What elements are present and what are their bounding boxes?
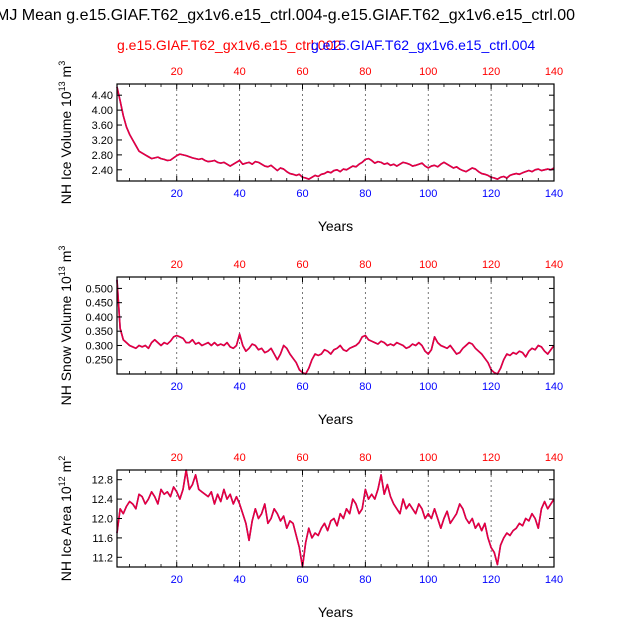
y-axis-label-part: 13 <box>57 266 67 276</box>
figure-title: MJ Mean g.e15.GIAF.T62_gx1v6.e15_ctrl.00… <box>0 7 575 24</box>
x-tick-label-top: 40 <box>233 259 245 271</box>
x-tick-label-top: 80 <box>359 66 371 78</box>
panel-3: 11.2 11.6 12.0 12.4 12.8 20 40 60 80 100 120 140 20 4… <box>57 452 563 618</box>
y-axis-label-part: m <box>58 461 74 477</box>
series-line-blue <box>116 279 555 375</box>
y-axis-label-part: 12 <box>57 476 67 486</box>
x-tick-label-bottom: 140 <box>545 574 563 586</box>
x-tick-label-bottom: 20 <box>171 574 183 586</box>
y-axis-label-part: NH Ice Volume 10 <box>58 91 74 204</box>
x-tick-label-bottom: 100 <box>419 381 437 393</box>
x-tick-label-bottom: 40 <box>233 188 245 200</box>
plot-frame <box>116 469 555 568</box>
y-tick-label: 0.500 <box>85 283 113 295</box>
x-tick-label-top: 20 <box>171 452 183 464</box>
y-tick-label: 0.450 <box>85 298 113 310</box>
x-tick-label-top: 40 <box>233 452 245 464</box>
y-axis-label: NH Snow Volume 1013 m3 <box>57 246 74 406</box>
x-tick-label-top: 60 <box>296 66 308 78</box>
plot-frame <box>116 83 555 182</box>
y-axis-label-part: NH Snow Volume 10 <box>58 276 74 405</box>
y-axis-label: NH Ice Area 1012 m2 <box>57 456 74 582</box>
plot-frame <box>116 276 555 375</box>
panel-2: 0.250 0.300 0.350 0.400 0.450 0.500 20 40 60 80 10… <box>57 246 563 427</box>
x-axis-label: Years <box>318 604 353 618</box>
y-tick-label: 0.400 <box>85 312 113 324</box>
x-tick-label-top: 140 <box>545 259 563 271</box>
x-tick-label-top: 100 <box>419 66 437 78</box>
x-tick-label-top: 60 <box>296 452 308 464</box>
y-tick-label: 12.0 <box>92 514 113 526</box>
y-tick-label: 2.40 <box>92 165 113 177</box>
x-tick-label-bottom: 140 <box>545 188 563 200</box>
x-tick-label-bottom: 60 <box>296 574 308 586</box>
x-tick-label-top: 140 <box>545 66 563 78</box>
x-tick-label-top: 60 <box>296 259 308 271</box>
x-tick-label-top: 20 <box>171 66 183 78</box>
y-tick-label: 0.300 <box>85 340 113 352</box>
x-axis-label: Years <box>318 411 353 427</box>
x-tick-label-bottom: 120 <box>482 381 500 393</box>
x-tick-label-top: 140 <box>545 452 563 464</box>
subtitle-blue-case: g.e15.GIAF.T62_gx1v6.e15_ctrl.004 <box>311 37 536 53</box>
x-tick-label-bottom: 60 <box>296 188 308 200</box>
x-tick-label-bottom: 20 <box>171 188 183 200</box>
y-tick-label: 2.80 <box>92 150 113 162</box>
x-tick-label-bottom: 140 <box>545 381 563 393</box>
x-tick-label-bottom: 40 <box>233 381 245 393</box>
series-line-red <box>116 469 555 568</box>
x-tick-label-top: 120 <box>482 259 500 271</box>
y-tick-label: 0.350 <box>85 326 113 338</box>
y-tick-label: 12.8 <box>92 475 113 487</box>
y-tick-label: 11.6 <box>92 533 113 545</box>
y-axis-label: NH Ice Volume 1013 m3 <box>57 61 74 204</box>
y-tick-label: 3.20 <box>92 135 113 147</box>
x-tick-label-top: 100 <box>419 259 437 271</box>
y-axis-label-part: NH Ice Area 10 <box>58 486 74 581</box>
y-tick-label: 3.60 <box>92 120 113 132</box>
y-axis-label-part: m <box>58 251 74 267</box>
x-tick-label-top: 80 <box>359 452 371 464</box>
y-tick-label: 4.40 <box>92 90 113 102</box>
y-axis-label-part: m <box>58 66 74 82</box>
x-tick-label-bottom: 120 <box>482 574 500 586</box>
x-tick-label-top: 40 <box>233 66 245 78</box>
x-tick-label-bottom: 60 <box>296 381 308 393</box>
x-tick-label-bottom: 80 <box>359 574 371 586</box>
x-tick-label-bottom: 80 <box>359 188 371 200</box>
y-axis-label-part: 2 <box>57 456 67 461</box>
y-tick-label: 12.4 <box>92 494 113 506</box>
x-tick-label-top: 20 <box>171 259 183 271</box>
x-axis-label: Years <box>318 218 353 234</box>
x-tick-label-bottom: 80 <box>359 381 371 393</box>
x-tick-label-top: 120 <box>482 452 500 464</box>
x-tick-label-top: 80 <box>359 259 371 271</box>
y-axis-label-part: 13 <box>57 81 67 91</box>
series-line-red <box>116 279 555 375</box>
y-tick-label: 4.00 <box>92 105 113 117</box>
series-line-blue <box>116 469 555 568</box>
x-tick-label-bottom: 20 <box>171 381 183 393</box>
x-tick-label-bottom: 120 <box>482 188 500 200</box>
x-tick-label-bottom: 40 <box>233 574 245 586</box>
y-tick-label: 0.250 <box>85 355 113 367</box>
series-line-red <box>116 86 555 180</box>
y-tick-label: 11.2 <box>92 552 113 564</box>
subtitle-red-case: g.e15.GIAF.T62_gx1v6.e15_ctrl.002 <box>117 37 342 53</box>
x-tick-label-bottom: 100 <box>419 574 437 586</box>
x-tick-label-top: 100 <box>419 452 437 464</box>
series-line-blue <box>116 86 555 180</box>
panel-1: 2.40 2.80 3.20 3.60 4.00 4.40 20 40 60 80 100 120 14… <box>57 61 563 234</box>
x-tick-label-top: 120 <box>482 66 500 78</box>
y-axis-label-part: 3 <box>57 61 67 66</box>
x-tick-label-bottom: 100 <box>419 188 437 200</box>
y-axis-label-part: 3 <box>57 246 67 251</box>
